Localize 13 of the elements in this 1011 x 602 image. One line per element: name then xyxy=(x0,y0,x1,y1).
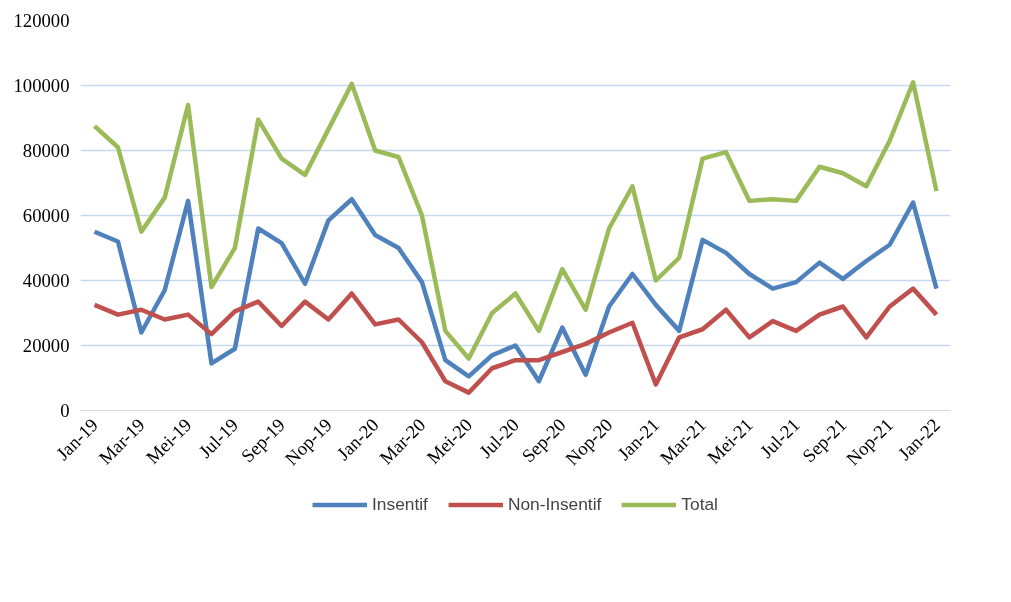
line-series xyxy=(92,80,939,361)
line-series xyxy=(92,197,939,384)
legend-label: Insentif xyxy=(372,493,428,515)
y-tick-label: 40000 xyxy=(22,270,70,291)
y-tick-label: 100000 xyxy=(13,75,70,96)
legend-label: Total xyxy=(681,493,718,515)
y-tick-label: 60000 xyxy=(22,205,70,226)
y-tick-label: 20000 xyxy=(22,335,70,356)
y-tick-label: 120000 xyxy=(13,10,70,31)
line-series xyxy=(92,286,939,395)
y-tick-label: 80000 xyxy=(22,140,70,161)
legend-label: Non-Insentif xyxy=(507,493,602,515)
y-tick-label: 0 xyxy=(60,400,70,421)
